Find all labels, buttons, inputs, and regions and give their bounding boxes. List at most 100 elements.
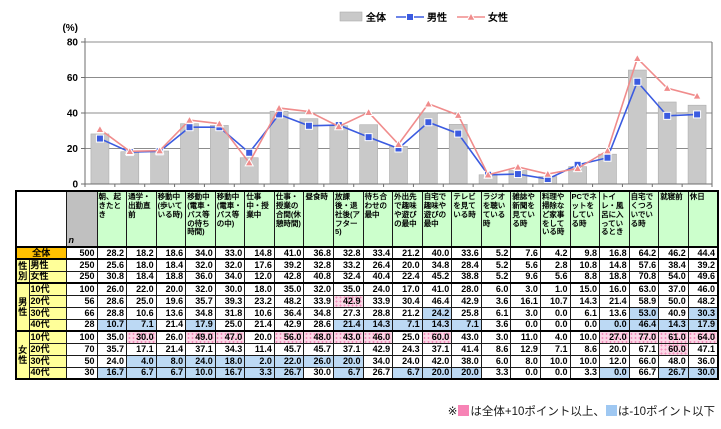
value-cell: 28.8: [362, 306, 394, 320]
value-cell: 44.4: [687, 246, 719, 260]
table-header: n 朝、起きたとき 通学・出勤直前 移動中(歩いている時) 移動中(電車・バス等の待ち時…: [15, 190, 719, 248]
y-tick-label: 60: [67, 73, 79, 84]
value-cell: 25.6: [96, 258, 128, 272]
value-cell: 46.0: [687, 282, 719, 296]
pink-highlight-swatch-icon: [458, 405, 470, 416]
n-cell: 250: [65, 258, 98, 272]
value-cell: 30.8: [96, 270, 128, 284]
value-cell: 15.0: [569, 282, 601, 296]
value-cell: 32.8: [303, 258, 334, 272]
category-header: 自宅でくつろいでいる時: [628, 190, 660, 248]
value-cell: 66.7: [628, 366, 660, 380]
category-header: 移動中(歩いている時): [155, 190, 187, 248]
value-cell: 34.8: [421, 258, 453, 272]
footnote-pink-text: は全体+10ポイント以上、: [470, 406, 605, 418]
value-cell: 8.6: [569, 342, 601, 356]
value-cell: 10.0: [569, 354, 601, 368]
value-cell: 10.6: [126, 306, 157, 320]
corner-cell: [15, 190, 67, 248]
value-cell: 18.8: [155, 270, 187, 284]
value-cell: 48.0: [303, 330, 334, 344]
value-cell: 3.3: [480, 366, 512, 380]
category-header: 仕事中・授業中: [244, 190, 275, 248]
value-cell: 66.0: [628, 354, 660, 368]
n-cell: 56: [65, 294, 98, 308]
value-cell: 32.8: [333, 246, 364, 260]
value-cell: 48.2: [687, 294, 719, 308]
value-cell: 49.0: [185, 330, 216, 344]
value-cell: 6.1: [480, 306, 512, 320]
triangle-marker: [214, 118, 225, 128]
value-cell: 9.8: [569, 246, 601, 260]
table-row: 40代 28 10.7 7.1 21.4 17.9 25.0 21.4 42.9 28.6 21.4…: [16, 318, 719, 332]
value-cell: 20.0: [244, 330, 275, 344]
square-marker: [633, 77, 642, 86]
category-header: 移動中(電車・バス等の中): [214, 190, 246, 248]
value-cell: 10.0: [569, 330, 601, 344]
value-cell: 37.1: [185, 342, 216, 356]
triangle-marker: [304, 106, 314, 116]
value-cell: 3.0: [510, 306, 541, 320]
survey-data-table: n 朝、起きたとき 通学・出勤直前 移動中(歩いている時) 移動中(電車・バス等の待ち時…: [15, 190, 719, 380]
value-cell: 14.3: [362, 318, 394, 332]
value-cell: 50.0: [658, 294, 689, 308]
value-cell: 77.0: [628, 330, 660, 344]
square-marker: [364, 133, 373, 142]
table-row: 20代 56 28.6 25.0 19.6 35.7 39.3 23.2 48.2 33.9 42.…: [16, 294, 719, 308]
value-cell: 64.2: [628, 246, 660, 260]
value-cell: 16.7: [214, 366, 246, 380]
value-cell: 38.4: [658, 258, 689, 272]
value-cell: 11.0: [510, 330, 541, 344]
value-cell: 16.0: [599, 282, 630, 296]
value-cell: 0.0: [510, 318, 541, 332]
category-header: 就寝前: [658, 190, 689, 248]
row-label: 40代: [28, 366, 67, 380]
value-cell: 28.4: [451, 258, 482, 272]
footnote-blue-text: は-10ポイント以下: [617, 406, 715, 418]
value-cell: 2.8: [539, 258, 571, 272]
value-cell: 7.6: [510, 246, 541, 260]
value-cell: 23.2: [244, 294, 275, 308]
value-cell: 21.4: [155, 342, 187, 356]
value-cell: 4.0: [539, 330, 571, 344]
value-cell: 54.0: [658, 270, 689, 284]
value-cell: 43.0: [451, 330, 482, 344]
value-cell: 3.3: [244, 366, 275, 380]
value-cell: 22.0: [126, 282, 157, 296]
triangle-marker: [154, 145, 165, 155]
bar-overall: [120, 151, 140, 185]
table-row: 女性 10代 100 35.0 30.0 26.0 49.0 47.0 20.0 56.0 48.0…: [15, 330, 719, 380]
n-cell: 250: [65, 270, 98, 284]
value-cell: 32.4: [333, 270, 364, 284]
value-cell: 14.8: [599, 258, 630, 272]
value-cell: 37.1: [333, 342, 364, 356]
value-cell: 3.6: [480, 318, 512, 332]
value-cell: 5.2: [480, 246, 512, 260]
value-cell: 3.0: [510, 282, 541, 296]
value-cell: 39.2: [687, 258, 719, 272]
value-cell: 42.8: [273, 270, 305, 284]
value-cell: 11.4: [244, 342, 275, 356]
value-cell: 21.4: [333, 318, 364, 332]
value-cell: 0.0: [510, 366, 541, 380]
value-cell: 33.0: [214, 246, 246, 260]
value-cell: 14.8: [244, 246, 275, 260]
row-label: 女性: [28, 270, 67, 284]
value-cell: 6.0: [480, 354, 512, 368]
square-marker: [95, 134, 104, 143]
value-cell: 10.7: [96, 318, 128, 332]
value-cell: 34.8: [185, 306, 216, 320]
value-cell: 45.2: [421, 270, 453, 284]
value-cell: 6.7: [392, 366, 423, 380]
n-cell: 70: [65, 342, 98, 356]
value-cell: 37.0: [658, 282, 689, 296]
value-cell: 28.2: [96, 246, 128, 260]
y-tick-label: 20: [67, 144, 79, 155]
row-label: 30代: [28, 354, 67, 368]
bar-overall: [628, 69, 647, 185]
highlight-legend: ※ は全体+10ポイント以上、 は-10ポイント以下: [448, 403, 715, 419]
value-cell: 10.0: [185, 366, 216, 380]
table-row-overall: 全体 500 28.2 18.2 18.6 34.0 33.0 14.8 41.0 36.8 32.…: [15, 246, 719, 260]
category-header: 休日: [687, 190, 719, 248]
value-cell: 16.1: [510, 294, 541, 308]
